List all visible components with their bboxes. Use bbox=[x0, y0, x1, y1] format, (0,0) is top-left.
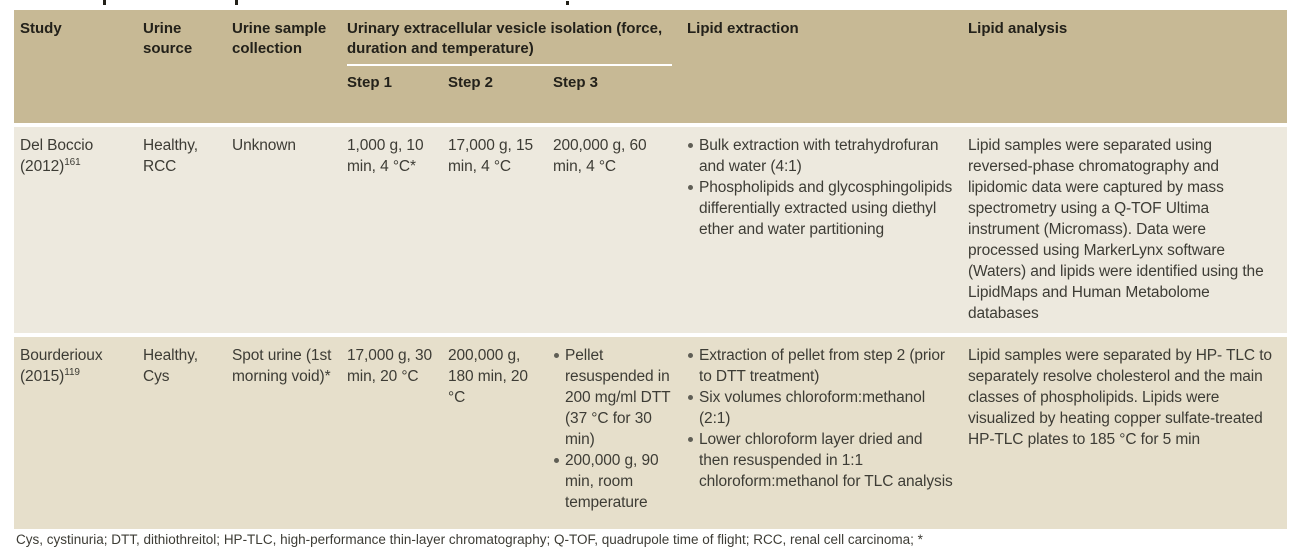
bullet-item: Extraction of pellet from step 2 (prior … bbox=[687, 345, 953, 387]
bullet-dot-icon bbox=[688, 395, 693, 400]
bullet-dot-icon bbox=[688, 143, 693, 148]
bullet-text: Six volumes chloroform:methanol (2:1) bbox=[699, 389, 926, 427]
bullet-text: Bulk extraction with tetrahydrofuran and… bbox=[699, 137, 939, 175]
cell-lipid-analysis: Lipid samples were separated by HP- TLC … bbox=[968, 347, 1272, 448]
cell-step-3: 200,000 g, 60 min, 4 °C bbox=[553, 137, 647, 175]
header-uev-isolation-group: Urinary extracellular vesicle isolation … bbox=[341, 10, 681, 123]
table-row: Bourderioux (2015)119 Healthy, Cys Spot … bbox=[14, 337, 1287, 529]
bullet-item: Six volumes chloroform:methanol (2:1) bbox=[687, 387, 953, 429]
cell-urine-sample-collection: Spot urine (1st morning void)* bbox=[232, 347, 332, 385]
cell-study: Del Boccio (2012)161 bbox=[14, 127, 137, 333]
bullet-dot-icon bbox=[688, 437, 693, 442]
cell-step-1: 1,000 g, 10 min, 4 °C* bbox=[347, 137, 424, 175]
bullet-item: 200,000 g, 90 min, room temperature bbox=[553, 450, 672, 513]
cell-step-2: 17,000 g, 15 min, 4 °C bbox=[448, 137, 533, 175]
study-name: Bourderioux bbox=[20, 347, 103, 364]
reference-superscript: 119 bbox=[64, 366, 80, 378]
bullet-text: Pellet resuspended in 200 mg/ml DTT (37 … bbox=[565, 347, 671, 448]
reference-superscript: 161 bbox=[64, 156, 81, 168]
table-row: Del Boccio (2012)161 Healthy, RCC Unknow… bbox=[14, 127, 1287, 333]
bullet-item: Lower chloroform layer dried and then re… bbox=[687, 429, 953, 492]
header-divider-rule bbox=[347, 64, 672, 66]
header-step-3: Step 3 bbox=[553, 74, 599, 91]
cell-study: Bourderioux (2015)119 bbox=[14, 337, 137, 529]
study-citation: (2012)161 bbox=[20, 156, 81, 175]
cell-lipid-extraction: Extraction of pellet from step 2 (prior … bbox=[681, 337, 962, 529]
cell-step-3: Pellet resuspended in 200 mg/ml DTT (37 … bbox=[547, 337, 681, 529]
header-study: Study bbox=[20, 20, 62, 37]
bullet-text: 200,000 g, 90 min, room temperature bbox=[565, 452, 659, 511]
header-urine-sample-collection: Urine sample collection bbox=[232, 20, 327, 57]
bullet-item: Bulk extraction with tetrahydrofuran and… bbox=[687, 135, 953, 177]
bullet-text: Extraction of pellet from step 2 (prior … bbox=[699, 347, 945, 385]
table-header-row: Study Urine source Urine sample collecti… bbox=[14, 10, 1287, 123]
cell-urine-source: Healthy, Cys bbox=[143, 347, 198, 385]
bullet-item: Phospholipids and glycosphingolipids dif… bbox=[687, 177, 953, 240]
header-lipid-analysis: Lipid analysis bbox=[968, 20, 1068, 37]
cell-step-2: 200,000 g, 180 min, 20 °C bbox=[448, 347, 528, 406]
header-steps-row: Step 1 Step 2 Step 3 bbox=[341, 73, 681, 93]
cell-urine-source: Healthy, RCC bbox=[143, 137, 198, 175]
cell-lipid-extraction: Bulk extraction with tetrahydrofuran and… bbox=[681, 127, 962, 333]
cell-step-1: 17,000 g, 30 min, 20 °C bbox=[347, 347, 432, 385]
header-urine-source: Urine source bbox=[143, 20, 193, 57]
header-step-1: Step 1 bbox=[347, 74, 393, 91]
bullet-item: Pellet resuspended in 200 mg/ml DTT (37 … bbox=[553, 345, 672, 450]
cell-lipid-analysis: Lipid samples were separated using rever… bbox=[968, 137, 1264, 322]
header-lipid-extraction: Lipid extraction bbox=[687, 20, 799, 37]
cell-urine-sample-collection: Unknown bbox=[232, 137, 296, 154]
study-citation: (2015)119 bbox=[20, 366, 80, 385]
bullet-dot-icon bbox=[554, 353, 559, 358]
studies-table: Study Urine source Urine sample collecti… bbox=[14, 10, 1287, 529]
header-step-2: Step 2 bbox=[448, 74, 494, 91]
bullet-dot-icon bbox=[554, 458, 559, 463]
bullet-text: Lower chloroform layer dried and then re… bbox=[699, 431, 953, 490]
header-uev-isolation: Urinary extracellular vesicle isolation … bbox=[347, 20, 663, 57]
study-name: Del Boccio bbox=[20, 137, 94, 154]
bullet-text: Phospholipids and glycosphingolipids dif… bbox=[699, 179, 953, 238]
bullet-dot-icon bbox=[688, 185, 693, 190]
bullet-dot-icon bbox=[688, 353, 693, 358]
